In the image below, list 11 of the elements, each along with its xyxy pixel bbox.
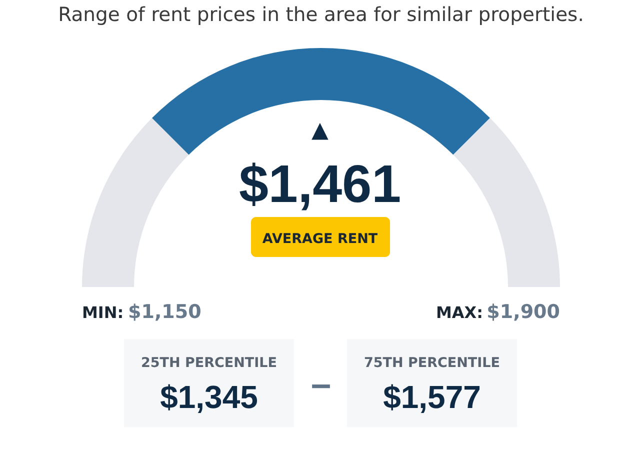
text: – bbox=[310, 363, 332, 404]
text: MIN: $1,150 bbox=[82, 301, 202, 323]
text: 75TH PERCENTILE bbox=[364, 355, 500, 371]
text: ▲ bbox=[312, 118, 329, 143]
text: $1,461 bbox=[238, 155, 402, 214]
text: 25TH PERCENTILE bbox=[141, 355, 277, 371]
text: AVERAGE RENT bbox=[262, 231, 378, 247]
text: MAX: $1,900 bbox=[436, 301, 560, 323]
text: $1,577 bbox=[383, 379, 481, 415]
text: $1,345 bbox=[160, 379, 258, 415]
chart-title: Range of rent prices in the area for similar properties. bbox=[58, 3, 584, 26]
